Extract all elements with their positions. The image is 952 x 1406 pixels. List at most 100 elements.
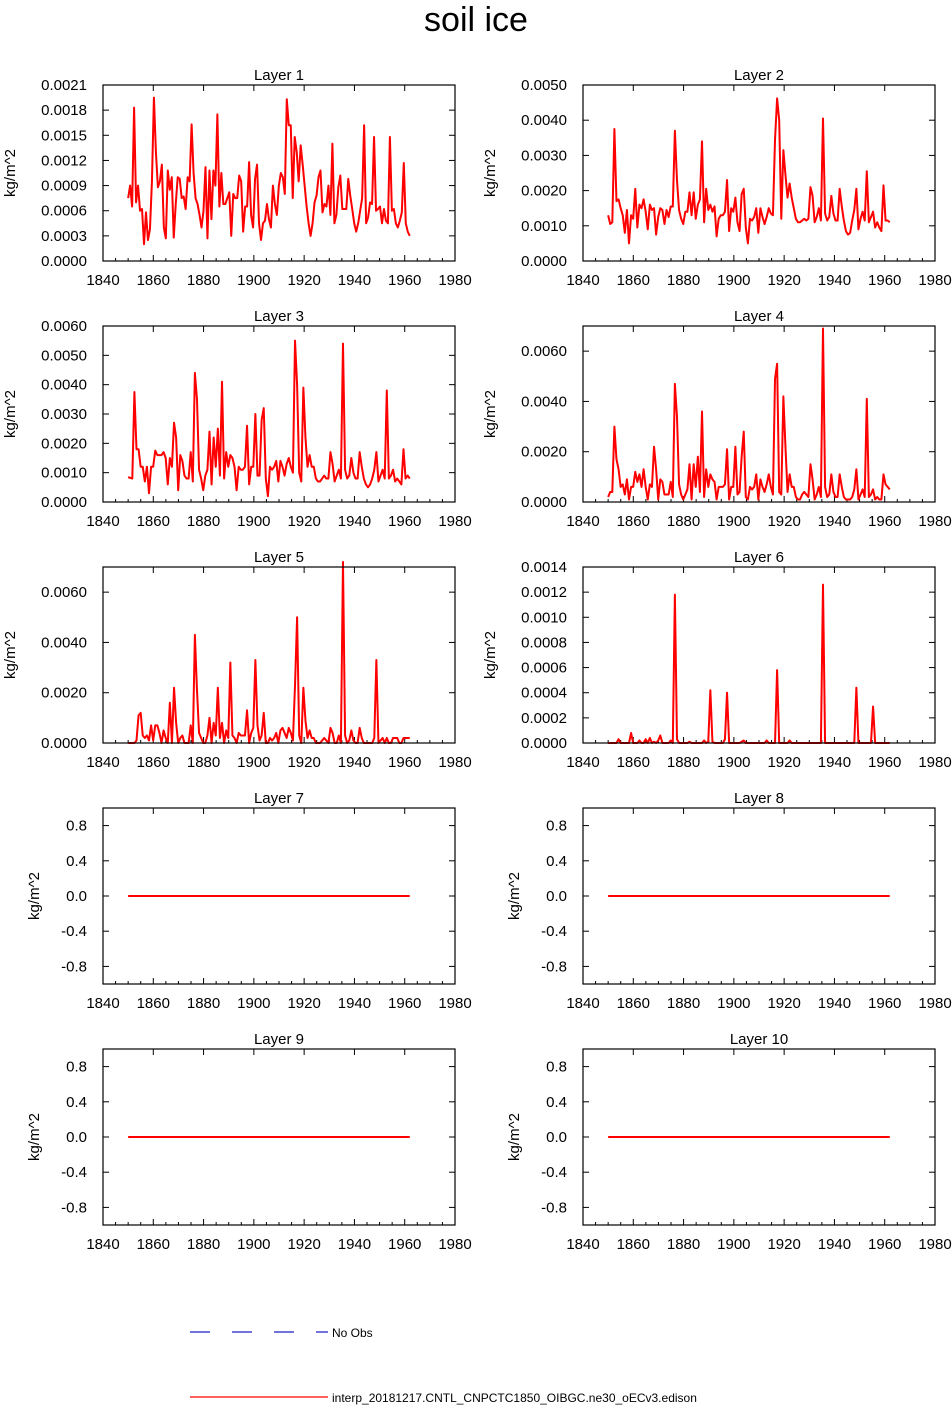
x-tick-label: 1860 [137, 1236, 170, 1253]
y-tick-label: -0.8 [541, 1199, 567, 1216]
x-tick-label: 1980 [918, 754, 951, 771]
y-tick-label: 0.0040 [41, 634, 87, 651]
x-tick-label: 1860 [137, 513, 170, 530]
figure-title: soil ice [424, 1, 528, 39]
x-tick-label: 1860 [617, 1236, 650, 1253]
y-tick-label: 0.0050 [521, 77, 567, 94]
x-tick-label: 1980 [918, 513, 951, 530]
chart-layer-4: Layer 4 kg/m^2 1840 1860 1880 1900 1920 1940 196… [482, 308, 952, 530]
y-tick-label: -0.8 [61, 1199, 87, 1216]
plot-frame [102, 566, 456, 744]
y-tick-label: 0.0030 [521, 147, 567, 164]
x-tick-label: 1960 [868, 1236, 901, 1253]
chart-layer-5: Layer 5 kg/m^2 1840 1860 1880 1900 1920 1940 196… [2, 549, 472, 771]
x-tick-label: 1960 [388, 513, 421, 530]
x-tick-label: 1840 [566, 754, 599, 771]
chart-title: Layer 10 [730, 1031, 788, 1048]
y-axis-title: kg/m^2 [506, 872, 523, 920]
y-tick-label: 0.8 [66, 1059, 87, 1076]
y-tick-label: 0.0015 [41, 127, 87, 144]
chart-layer-3: Layer 3 kg/m^2 1840 1860 1880 1900 1920 1940 196… [2, 308, 472, 530]
x-tick-label: 1920 [767, 1236, 800, 1253]
chart-title: Layer 8 [734, 790, 784, 807]
x-tick-label: 1880 [187, 995, 220, 1012]
y-tick-label: 0.4 [66, 853, 87, 870]
y-tick-label: 0.0010 [41, 465, 87, 482]
y-tick-label: 0.0006 [41, 203, 87, 220]
y-tick-label: 0.0050 [41, 347, 87, 364]
y-tick-label: -0.4 [541, 923, 567, 940]
chart-title: Layer 6 [734, 549, 784, 566]
x-tick-label: 1840 [86, 513, 119, 530]
x-tick-label: 1880 [667, 1236, 700, 1253]
legend-model-label: interp_20181217.CNTL_CNPCTC1850_OIBGC.ne… [332, 1391, 697, 1405]
x-tick-label: 1920 [767, 995, 800, 1012]
x-tick-label: 1900 [237, 754, 270, 771]
x-tick-label: 1900 [237, 513, 270, 530]
plot-frame [102, 1048, 456, 1226]
chart-title: Layer 3 [254, 308, 304, 325]
panels-group: Layer 1 kg/m^2 1840 1860 1880 1900 1920 1940 196… [2, 67, 952, 1253]
x-tick-label: 1880 [667, 754, 700, 771]
x-tick-label: 1900 [237, 995, 270, 1012]
plot-frame [582, 84, 936, 262]
x-tick-label: 1940 [338, 754, 371, 771]
series-line-model [607, 97, 891, 245]
chart-layer-6: Layer 6 kg/m^2 1840 1860 1880 1900 1920 1940 196… [482, 549, 952, 771]
x-tick-label: 1920 [287, 513, 320, 530]
y-tick-label: 0.0010 [521, 218, 567, 235]
x-tick-label: 1840 [566, 995, 599, 1012]
y-tick-label: 0.0030 [41, 406, 87, 423]
x-tick-label: 1960 [388, 995, 421, 1012]
chart-layer-9: Layer 9 kg/m^2 1840 1860 1880 1900 1920 1940 196… [26, 1031, 472, 1253]
y-axis-title: kg/m^2 [26, 872, 43, 920]
x-tick-label: 1900 [237, 272, 270, 289]
legend: No Obs interp_20181217.CNTL_CNPCTC1850_O… [190, 1326, 697, 1405]
x-tick-label: 1940 [338, 1236, 371, 1253]
y-tick-label: 0.4 [546, 1094, 567, 1111]
y-tick-label: 0.8 [546, 818, 567, 835]
y-tick-label: 0.0020 [41, 435, 87, 452]
x-tick-label: 1960 [388, 1236, 421, 1253]
y-tick-label: 0.0000 [41, 735, 87, 752]
y-tick-label: -0.4 [541, 1164, 567, 1181]
series-line-model [607, 327, 891, 501]
x-tick-label: 1860 [617, 995, 650, 1012]
y-tick-label: 0.0014 [521, 559, 567, 576]
y-tick-label: 0.4 [546, 853, 567, 870]
y-tick-label: -0.4 [61, 923, 87, 940]
plot-frame [582, 807, 936, 985]
x-tick-label: 1920 [287, 1236, 320, 1253]
y-axis-title: kg/m^2 [482, 149, 499, 197]
x-tick-label: 1840 [566, 272, 599, 289]
series-line-model [128, 560, 410, 744]
chart-layer-10: Layer 10 kg/m^2 1840 1860 1880 1900 1920 1940 19… [506, 1031, 952, 1253]
y-tick-label: 0.0040 [521, 112, 567, 129]
chart-layer-7: Layer 7 kg/m^2 1840 1860 1880 1900 1920 1940 196… [26, 790, 472, 1012]
chart-title: Layer 4 [734, 308, 784, 325]
x-tick-label: 1880 [667, 513, 700, 530]
plot-frame [102, 325, 456, 503]
x-tick-label: 1860 [617, 754, 650, 771]
y-tick-label: 0.0012 [521, 584, 567, 601]
y-tick-label: 0.0040 [41, 377, 87, 394]
x-tick-label: 1860 [137, 272, 170, 289]
y-tick-label: 0.0060 [41, 318, 87, 335]
y-axis-title: kg/m^2 [2, 390, 19, 438]
y-tick-label: 0.0009 [41, 178, 87, 195]
x-tick-label: 1840 [86, 754, 119, 771]
y-tick-label: -0.4 [61, 1164, 87, 1181]
x-tick-label: 1880 [187, 754, 220, 771]
y-axis-title: kg/m^2 [482, 390, 499, 438]
series-line-model [127, 339, 411, 498]
x-tick-label: 1900 [717, 513, 750, 530]
x-tick-label: 1940 [818, 995, 851, 1012]
x-tick-label: 1940 [818, 754, 851, 771]
y-tick-label: 0.0060 [41, 584, 87, 601]
y-tick-label: 0.0020 [521, 183, 567, 200]
x-tick-label: 1980 [438, 272, 471, 289]
y-tick-label: -0.8 [541, 958, 567, 975]
x-tick-label: 1980 [918, 272, 951, 289]
x-tick-label: 1940 [818, 272, 851, 289]
x-tick-label: 1940 [818, 513, 851, 530]
